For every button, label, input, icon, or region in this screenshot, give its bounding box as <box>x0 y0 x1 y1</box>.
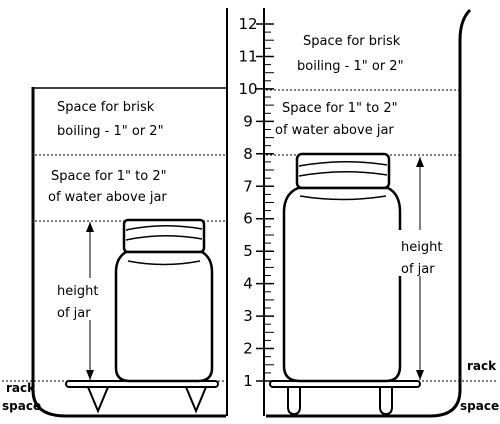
left-water-label-1: Space for 1" to 2" <box>51 169 167 184</box>
left-height-label-1: height <box>57 284 98 299</box>
ruler-number: 6 <box>243 210 253 228</box>
ruler-number: 11 <box>238 48 257 66</box>
left-rack-leg <box>185 386 207 414</box>
ruler-number: 3 <box>243 307 253 325</box>
right-water-label-1: Space for 1" to 2" <box>282 101 398 116</box>
ruler-number: 12 <box>238 15 257 33</box>
right-pot-outline <box>266 8 472 418</box>
left-height-label-2: of jar <box>57 306 91 321</box>
ruler-number: 4 <box>243 275 253 293</box>
left-boil-label-1: Space for brisk <box>57 100 155 115</box>
left-pot-outline <box>31 87 226 418</box>
left-rack-leg <box>87 386 109 414</box>
ruler-number: 5 <box>243 242 253 260</box>
ruler-number: 1 <box>243 372 253 390</box>
left-rack-label-1: rack <box>6 381 36 395</box>
left-boil-label-2: boiling - 1" or 2" <box>57 124 164 139</box>
right-rack-label-1: rack <box>467 359 497 373</box>
ruler-number: 8 <box>243 145 253 163</box>
right-jar <box>282 152 402 383</box>
left-water-label-2: of water above jar <box>48 190 167 205</box>
ruler-number: 2 <box>243 340 253 358</box>
right-rack-leg <box>287 387 301 416</box>
ruler-number: 7 <box>243 177 253 195</box>
right-rack-label-2: space <box>460 399 499 413</box>
right-height-label-1: height <box>401 240 442 255</box>
right-water-label-2: of water above jar <box>275 123 394 138</box>
right-boil-label-1: Space for brisk <box>303 34 401 49</box>
ruler-number: 9 <box>243 112 253 130</box>
left-rack-label-2: space <box>2 399 41 413</box>
left-jar <box>114 218 214 383</box>
right-pot: Space for brisk boiling - 1" or 2" Space… <box>266 8 499 418</box>
right-rack-leg <box>379 387 393 416</box>
left-pot: Space for brisk boiling - 1" or 2" Space… <box>2 87 227 418</box>
right-height-label-2: of jar <box>401 262 435 277</box>
ruler-number: 10 <box>238 80 257 98</box>
right-boil-label-2: boiling - 1" or 2" <box>297 59 404 74</box>
